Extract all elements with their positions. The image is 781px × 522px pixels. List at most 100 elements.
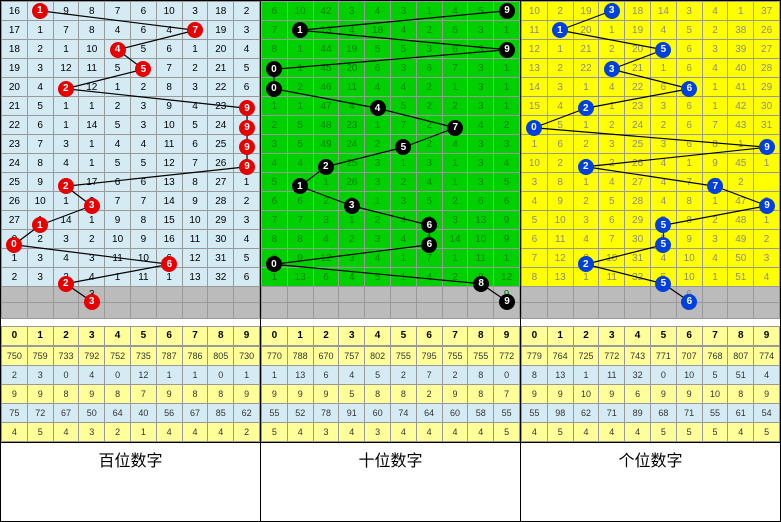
cell: 22 <box>208 78 234 97</box>
col-header: 0 <box>522 326 548 345</box>
cell: 6 <box>650 78 676 97</box>
cell: 2 <box>442 97 468 116</box>
cell: 4 <box>702 59 728 78</box>
cell: 12 <box>53 59 79 78</box>
cell: 6 <box>442 40 468 59</box>
cell: 6 <box>287 192 313 211</box>
cell: 2 <box>599 116 625 135</box>
cell <box>547 303 573 319</box>
cell: 18 <box>365 21 391 40</box>
cell: 1 <box>442 173 468 192</box>
cell: 7 <box>105 2 131 21</box>
cell: 6 <box>130 21 156 40</box>
cell: 2 <box>27 40 53 59</box>
cell: 49 <box>728 230 754 249</box>
cell: 3 <box>130 97 156 116</box>
cell <box>27 303 53 319</box>
trend-ball: 2 <box>318 159 334 175</box>
col-header: 3 <box>79 326 105 345</box>
cell: 10 <box>599 249 625 268</box>
stats-block: 7507597337927527357877868057302304012110… <box>1 346 260 442</box>
cell: 19 <box>208 21 234 40</box>
cell: 5 <box>390 97 416 116</box>
panel-label: 百位数字 <box>1 442 260 475</box>
stat-cell: 771 <box>650 346 676 365</box>
cell: 5 <box>262 173 288 192</box>
cell: 48 <box>728 211 754 230</box>
trend-ball: 1 <box>292 22 308 38</box>
cell: 4 <box>522 192 548 211</box>
cell: 11 <box>182 230 208 249</box>
cell: 4 <box>390 78 416 97</box>
stat-cell: 0 <box>494 365 520 384</box>
stat-cell: 755 <box>468 346 494 365</box>
cell <box>105 287 131 303</box>
cell <box>313 287 339 303</box>
stat-cell: 8 <box>182 384 208 403</box>
stat-cell: 56 <box>156 403 182 422</box>
cell: 1 <box>650 59 676 78</box>
cell: 2 <box>2 268 28 287</box>
cell: 3 <box>365 230 391 249</box>
stat-cell: 9 <box>676 384 702 403</box>
stat-cell: 805 <box>208 346 234 365</box>
cell: 3 <box>27 59 53 78</box>
stat-cell: 60 <box>365 403 391 422</box>
cell: 1 <box>494 59 520 78</box>
cell: 9 <box>494 230 520 249</box>
cell: 3 <box>234 21 260 40</box>
cell: 2 <box>573 192 599 211</box>
stat-cell: 7 <box>494 384 520 403</box>
cell: 25 <box>2 173 28 192</box>
trend-ball: 1 <box>32 3 48 19</box>
cell: 10 <box>130 249 156 268</box>
cell: 1 <box>442 78 468 97</box>
cell: 19 <box>339 40 365 59</box>
stat-cell: 788 <box>287 346 313 365</box>
cell: 7 <box>390 116 416 135</box>
stat-cell: 4 <box>2 422 28 441</box>
grid-2: 1021931814341371112011945238261212122056… <box>521 1 780 326</box>
cell: 1 <box>79 154 105 173</box>
stat-cell: 4 <box>416 422 442 441</box>
cell: 9 <box>494 211 520 230</box>
cell: 1 <box>494 78 520 97</box>
cell: 4 <box>79 268 105 287</box>
stat-cell: 9 <box>287 384 313 403</box>
stat-cell: 55 <box>494 403 520 422</box>
trend-ball: 1 <box>552 22 568 38</box>
cell: 11 <box>130 268 156 287</box>
stat-cell: 5 <box>754 422 780 441</box>
stat-cell: 52 <box>287 403 313 422</box>
stat-cell: 4 <box>442 422 468 441</box>
cell: 1 <box>573 116 599 135</box>
cell: 5 <box>234 249 260 268</box>
cell: 6 <box>27 116 53 135</box>
cell: 3 <box>468 135 494 154</box>
stat-cell: 12 <box>130 365 156 384</box>
cell: 5 <box>234 59 260 78</box>
grid-0: 1619876103182171784647193182110456120419… <box>1 1 260 326</box>
cell: 3 <box>365 154 391 173</box>
trend-ball: 9 <box>499 42 515 58</box>
cell: 5 <box>468 2 494 21</box>
cell: 4 <box>599 78 625 97</box>
cell: 1 <box>573 173 599 192</box>
stat-cell: 11 <box>599 365 625 384</box>
trend-ball: 0 <box>266 61 282 77</box>
cell <box>339 303 365 319</box>
cell: 2 <box>728 173 754 192</box>
cell: 6 <box>468 192 494 211</box>
cell: 3 <box>182 2 208 21</box>
cell: 5 <box>130 40 156 59</box>
stat-cell: 4 <box>339 422 365 441</box>
cell: 8 <box>547 173 573 192</box>
cell: 13 <box>547 268 573 287</box>
stat-cell: 750 <box>2 346 28 365</box>
cell: 6 <box>547 135 573 154</box>
cell: 1 <box>702 78 728 97</box>
cell <box>287 303 313 319</box>
cell: 4 <box>262 154 288 173</box>
cell: 3 <box>599 135 625 154</box>
cell: 6 <box>416 59 442 78</box>
